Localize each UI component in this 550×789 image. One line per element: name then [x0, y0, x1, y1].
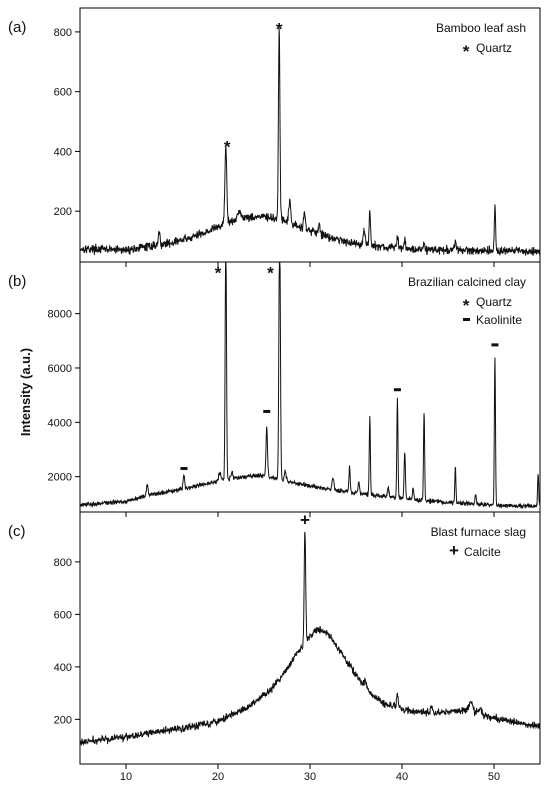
x-tick-label: 20 [212, 771, 224, 783]
legend-title: Blast furnace slag [431, 525, 526, 539]
x-tick-label: 50 [488, 771, 500, 783]
kaolinite-marker [491, 343, 499, 347]
calcite-marker: + [300, 511, 310, 530]
kaolinite-marker [180, 467, 188, 471]
legend-quartz-symbol: * [463, 296, 470, 315]
panel-2: 200 400 600 800 + (c) Blast furnace slag + Calci… [8, 511, 541, 769]
y-tick-label: 2000 [48, 472, 72, 484]
x-tick-label: 40 [396, 771, 408, 783]
quartz-marker: * [224, 137, 231, 156]
quartz-marker: * [215, 264, 222, 283]
panel-1: 2000 4000 6000 8000 * * (b) Brazilian calcined … [8, 261, 541, 517]
legend-calcite-symbol: + [449, 541, 459, 560]
y-tick-label: 4000 [48, 417, 72, 429]
y-tick-label: 600 [54, 87, 72, 99]
legend-item-label: Quartz [476, 295, 512, 309]
y-tick-label: 200 [54, 206, 72, 218]
y-tick-label: 800 [54, 27, 72, 39]
legend-quartz-symbol: * [463, 42, 470, 61]
legend-item-label: Kaolinite [476, 313, 522, 327]
legend-kaolinite-symbol [463, 318, 470, 321]
plot-frame [79, 7, 541, 263]
series-line [79, 262, 541, 509]
y-tick-label: 200 [54, 714, 72, 726]
y-tick-label: 400 [54, 146, 72, 158]
y-tick-label: 800 [54, 557, 72, 569]
y-tick-label: 600 [54, 609, 72, 621]
y-tick-label: 6000 [48, 363, 72, 375]
quartz-marker: * [276, 19, 283, 38]
kaolinite-marker [263, 409, 271, 413]
plot-frame [79, 261, 541, 513]
y-tick-label: 400 [54, 662, 72, 674]
kaolinite-marker [393, 388, 401, 392]
legend-title: Brazilian calcined clay [408, 275, 526, 289]
series-line [79, 531, 541, 747]
panel-label: (a) [8, 19, 26, 36]
quartz-marker: * [267, 264, 274, 283]
x-tick-label: 30 [304, 771, 316, 783]
y-tick-label: 8000 [48, 309, 72, 321]
panel-label: (b) [8, 273, 26, 290]
x-tick-label: 10 [120, 771, 132, 783]
series-line [79, 28, 541, 256]
legend-item-label: Quartz [476, 41, 512, 55]
legend-title: Bamboo leaf ash [436, 21, 526, 35]
panel-label: (c) [8, 523, 26, 540]
x-axis: 10 20 30 40 50 [120, 771, 500, 783]
y-axis-label: Intensity (a.u.) [18, 348, 33, 436]
legend-item-label: Calcite [464, 545, 501, 559]
panel-0: 200 400 600 800 * * (a) Bamboo leaf ash * Quartz [8, 7, 541, 267]
